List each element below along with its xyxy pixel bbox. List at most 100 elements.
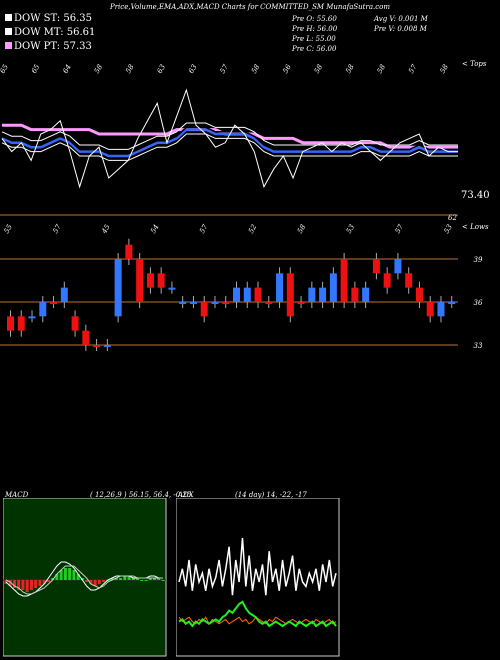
- top-label-12: 58: [376, 63, 388, 75]
- candle-28: [308, 287, 316, 302]
- top-label-5: 63: [156, 63, 168, 75]
- candle-16: [179, 302, 187, 304]
- macd-params: ( 12,26,9 ) 56.15, 56.4, -0.25: [90, 491, 192, 499]
- candle-19: [211, 302, 219, 304]
- pre-open: Pre O: 55.60: [291, 15, 337, 23]
- close-price-line: [1, 88, 458, 189]
- candle-17: [189, 302, 197, 304]
- top-label-8: 58: [250, 63, 262, 75]
- low-label-8: 57: [394, 223, 406, 235]
- low-label-9: 53: [443, 223, 455, 235]
- top-label-9: 56: [281, 63, 293, 75]
- candle-8: [93, 345, 101, 347]
- top-label-13: 57: [407, 63, 419, 75]
- macd-panel: [3, 498, 167, 657]
- low-label-5: 52: [247, 223, 259, 235]
- dow-mt-label: DOW MT: 56.61: [14, 27, 95, 38]
- macd-bar-21: [93, 580, 97, 586]
- ohlc-info: Pre O: 55.60 Pre H: 56.00 Pre L: 55.00 P…: [291, 15, 429, 53]
- macd-bar-35: [153, 578, 157, 580]
- candle-36: [394, 259, 402, 274]
- candle-22: [243, 287, 251, 302]
- macd-bar-16: [72, 570, 76, 580]
- top-label-10: 58: [313, 63, 325, 75]
- current-price-label: 73.40: [461, 190, 490, 201]
- level-label-1: 36: [474, 299, 483, 307]
- ema-black-line: [1, 126, 458, 155]
- adx-green-line: [178, 600, 337, 628]
- adx-title: ADX: [177, 491, 195, 499]
- tops-label: < Tops: [462, 60, 487, 68]
- macd-bar-26: [114, 578, 118, 580]
- macd-bar-1: [8, 580, 12, 586]
- macd-title: MACD: [4, 491, 29, 499]
- candle-34: [372, 259, 380, 274]
- low-label-3: 54: [149, 223, 160, 235]
- ema-white-upper: [1, 122, 458, 150]
- candle-6: [71, 316, 79, 331]
- dow-pt-swatch: [5, 42, 12, 49]
- macd-bar-19: [85, 580, 89, 582]
- macd-bar-31: [136, 578, 140, 580]
- macd-bar-6: [29, 580, 33, 590]
- candle-5: [60, 287, 68, 302]
- macd-bar-33: [144, 580, 148, 581]
- adx-panel: [176, 498, 340, 657]
- candle-30: [329, 273, 337, 302]
- level-label-0: 39: [474, 256, 483, 264]
- macd-bar-5: [25, 580, 29, 592]
- pre-high: Pre H: 56.00: [291, 25, 338, 33]
- macd-bar-29: [127, 576, 131, 580]
- level-label-2: 33: [474, 342, 483, 350]
- top-label-3: 58: [93, 63, 105, 75]
- candle-39: [426, 302, 434, 317]
- macd-bar-8: [38, 580, 42, 586]
- macd-bar-36: [157, 578, 161, 580]
- macd-bar-11: [51, 578, 55, 580]
- macd-bar-17: [76, 574, 80, 580]
- pre-low: Pre L: 55.00: [291, 35, 336, 43]
- candle-24: [265, 302, 273, 304]
- candle-14: [157, 273, 165, 288]
- candle-1: [17, 316, 25, 331]
- macd-bar-18: [80, 578, 84, 580]
- candle-18: [200, 302, 208, 317]
- macd-bar-10: [46, 580, 50, 582]
- candle-35: [383, 273, 391, 288]
- candle-21: [233, 287, 240, 302]
- macd-bar-27: [119, 578, 123, 580]
- top-label-14: 58: [439, 63, 451, 75]
- top-label-2: 64: [61, 63, 72, 75]
- macd-bar-37: [161, 580, 165, 581]
- low-label-4: 57: [198, 223, 210, 235]
- macd-bar-7: [34, 580, 38, 588]
- adx-white-line: [178, 537, 337, 596]
- top-labels: 65 65 64 58 58 63 63 57 58 56 58 58 58 57 58: [0, 63, 450, 75]
- price-ema-panel: [1, 88, 458, 189]
- macd-bar-15: [68, 568, 72, 580]
- macd-bar-25: [110, 578, 114, 580]
- candle-11: [125, 244, 133, 259]
- low-labels: 55 57 45 54 57 52 58 53 57 53: [3, 223, 455, 236]
- dow-st-label: DOW ST: 56.35: [14, 13, 92, 24]
- macd-bar-14: [63, 568, 67, 580]
- candle-25: [276, 273, 284, 302]
- macd-bar-3: [17, 580, 21, 590]
- top-label-0: 65: [0, 63, 10, 75]
- ema-white-lower: [1, 133, 458, 161]
- low-label-6: 58: [296, 223, 308, 235]
- candle-27: [297, 302, 305, 304]
- macd-bar-12: [55, 574, 59, 580]
- candle-2: [28, 316, 36, 319]
- candle-13: [146, 273, 154, 288]
- macd-bar-30: [131, 578, 135, 580]
- dow-legend: DOW ST: 56.35 DOW MT: 56.61 DOW PT: 57.3…: [5, 13, 95, 52]
- top-label-11: 58: [344, 63, 356, 75]
- top-label-4: 58: [124, 63, 136, 75]
- macd-bar-20: [89, 580, 93, 584]
- top-label-1: 65: [30, 63, 42, 75]
- avg-volume: Avg V: 0.001 M: [373, 15, 429, 23]
- candle-41: [448, 302, 456, 304]
- macd-bar-32: [140, 580, 144, 581]
